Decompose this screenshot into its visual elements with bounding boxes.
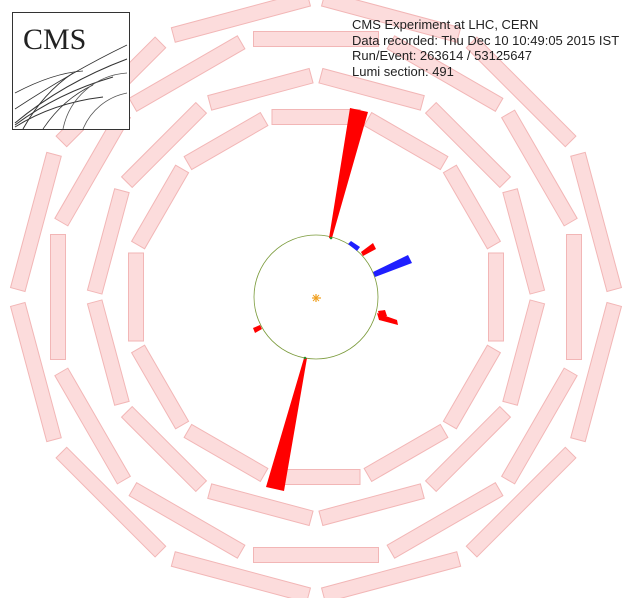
calorimeter-module bbox=[271, 109, 361, 125]
experiment-label: CMS Experiment at LHC, CERN bbox=[352, 17, 539, 32]
calorimeter-rings bbox=[9, 0, 623, 598]
calorimeter-module bbox=[120, 101, 208, 189]
calorimeter-module bbox=[500, 367, 578, 485]
calorimeter-module bbox=[465, 36, 577, 148]
calorimeter-module bbox=[442, 164, 502, 250]
track-hit-top bbox=[329, 236, 333, 240]
calorimeter-module bbox=[50, 234, 66, 360]
calorimeter-module bbox=[570, 301, 623, 443]
calorimeter-module bbox=[130, 344, 190, 430]
track-hit-bottom bbox=[303, 356, 307, 360]
calorimeter-module bbox=[320, 551, 462, 598]
calorimeter-module bbox=[318, 67, 425, 111]
calorimeter-module bbox=[54, 367, 132, 485]
calorimeter-module bbox=[86, 299, 130, 406]
calorimeter-module bbox=[183, 423, 269, 483]
calorimeter-module bbox=[386, 481, 504, 559]
calorimeter-module bbox=[170, 551, 312, 598]
calorimeter-module bbox=[128, 35, 246, 113]
run-event: Run/Event: 263614 / 53125647 bbox=[352, 48, 532, 63]
energy-deposit-red-right-2 bbox=[378, 310, 387, 318]
calorimeter-module bbox=[253, 547, 379, 563]
calorimeter-module bbox=[120, 405, 208, 493]
energy-tower-bottom bbox=[266, 358, 307, 491]
calorimeter-module bbox=[318, 483, 425, 527]
calorimeter-module bbox=[442, 344, 502, 430]
calorimeter-module bbox=[9, 151, 62, 293]
calorimeter-module bbox=[55, 446, 167, 558]
calorimeter-module bbox=[320, 0, 462, 43]
calorimeter-module bbox=[424, 405, 512, 493]
calorimeter-module bbox=[130, 164, 190, 250]
energy-deposit-blue-small bbox=[348, 241, 360, 251]
calorimeter-module bbox=[465, 446, 577, 558]
tracker-circle bbox=[253, 234, 379, 360]
calorimeter-module bbox=[570, 151, 623, 293]
calorimeter-module bbox=[207, 67, 314, 111]
calorimeter-module bbox=[386, 35, 504, 113]
calorimeter-module bbox=[502, 188, 546, 295]
calorimeter-module bbox=[183, 111, 269, 171]
calorimeter-module bbox=[363, 423, 449, 483]
energy-tower-top bbox=[329, 108, 368, 238]
calorimeter-module bbox=[424, 101, 512, 189]
cms-logo: CMS bbox=[12, 12, 130, 130]
calorimeter-module bbox=[488, 252, 504, 342]
energy-deposits bbox=[253, 108, 412, 491]
calorimeter-module bbox=[363, 111, 449, 171]
calorimeter-module bbox=[500, 109, 578, 227]
energy-deposit-red-left bbox=[253, 325, 262, 333]
energy-deposit-red-upper bbox=[361, 243, 376, 256]
calorimeter-module bbox=[128, 481, 246, 559]
calorimeter-module bbox=[170, 0, 312, 43]
data-recorded: Data recorded: Thu Dec 10 10:49:05 2015 … bbox=[352, 32, 620, 48]
cms-logo-text: CMS bbox=[23, 23, 87, 56]
calorimeter-module bbox=[253, 31, 379, 47]
calorimeter-module bbox=[566, 234, 582, 360]
energy-deposit-blue-large bbox=[373, 255, 412, 277]
calorimeter-module bbox=[502, 299, 546, 406]
event-info: CMS Experiment at LHC, CERN Data recorde… bbox=[352, 17, 619, 79]
calorimeter-module bbox=[9, 301, 62, 443]
cms-logo-graphic bbox=[14, 44, 128, 129]
lumi-section: Lumi section: 491 bbox=[352, 63, 454, 79]
calorimeter-module bbox=[86, 188, 130, 295]
calorimeter-module bbox=[207, 483, 314, 527]
primary-vertex bbox=[312, 294, 321, 302]
calorimeter-module bbox=[128, 252, 144, 342]
